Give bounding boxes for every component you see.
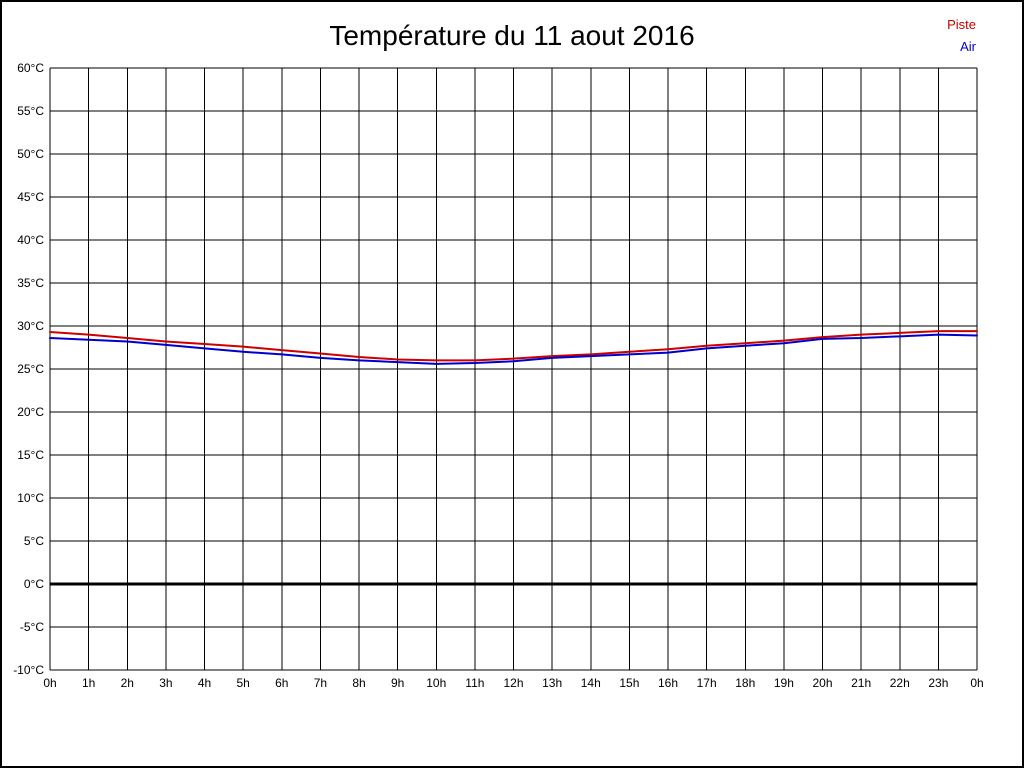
y-tick-label: -5°C [20, 620, 44, 634]
y-tick-label: 10°C [17, 491, 44, 505]
x-tick-label: 17h [697, 676, 717, 690]
chart-legend: Piste Air [947, 14, 976, 58]
y-tick-label: -10°C [13, 663, 44, 677]
x-tick-label: 12h [503, 676, 523, 690]
y-tick-label: 45°C [17, 190, 44, 204]
y-tick-label: 5°C [24, 534, 44, 548]
series-line-air [49, 333, 978, 365]
x-tick-label: 1h [82, 676, 95, 690]
x-tick-label: 8h [352, 676, 365, 690]
legend-item-air: Air [960, 39, 976, 54]
y-tick-label: 15°C [17, 448, 44, 462]
x-tick-label: 20h [812, 676, 832, 690]
y-tick-label: 20°C [17, 405, 44, 419]
legend-item-piste: Piste [947, 17, 976, 32]
x-tick-label: 3h [159, 676, 172, 690]
x-tick-label: 23h [928, 676, 948, 690]
x-tick-label: 2h [121, 676, 134, 690]
x-tick-label: 13h [542, 676, 562, 690]
x-tick-label: 9h [391, 676, 404, 690]
x-tick-label: 10h [426, 676, 446, 690]
series-line-piste [49, 330, 978, 362]
x-tick-label: 11h [465, 676, 484, 690]
x-tick-label: 6h [275, 676, 288, 690]
x-tick-label: 22h [890, 676, 910, 690]
x-tick-label: 21h [851, 676, 871, 690]
chart-title: Température du 11 aout 2016 [329, 20, 695, 51]
y-tick-label: 35°C [17, 276, 44, 290]
y-tick-label: 25°C [17, 362, 44, 376]
x-tick-label: 5h [236, 676, 249, 690]
y-tick-label: 55°C [17, 104, 44, 118]
x-tick-label: 4h [198, 676, 211, 690]
x-tick-label: 16h [658, 676, 678, 690]
x-tick-label: 7h [314, 676, 327, 690]
y-tick-label: 0°C [24, 577, 44, 591]
x-tick-label: 15h [619, 676, 639, 690]
y-tick-label: 50°C [17, 147, 44, 161]
x-tick-label: 14h [581, 676, 601, 690]
x-tick-label: 18h [735, 676, 755, 690]
x-tick-label: 0h [970, 676, 983, 690]
y-tick-label: 40°C [17, 233, 44, 247]
x-tick-label: 0h [43, 676, 56, 690]
x-tick-label: 19h [774, 676, 794, 690]
y-tick-label: 30°C [17, 319, 44, 333]
y-tick-label: 60°C [17, 61, 44, 75]
